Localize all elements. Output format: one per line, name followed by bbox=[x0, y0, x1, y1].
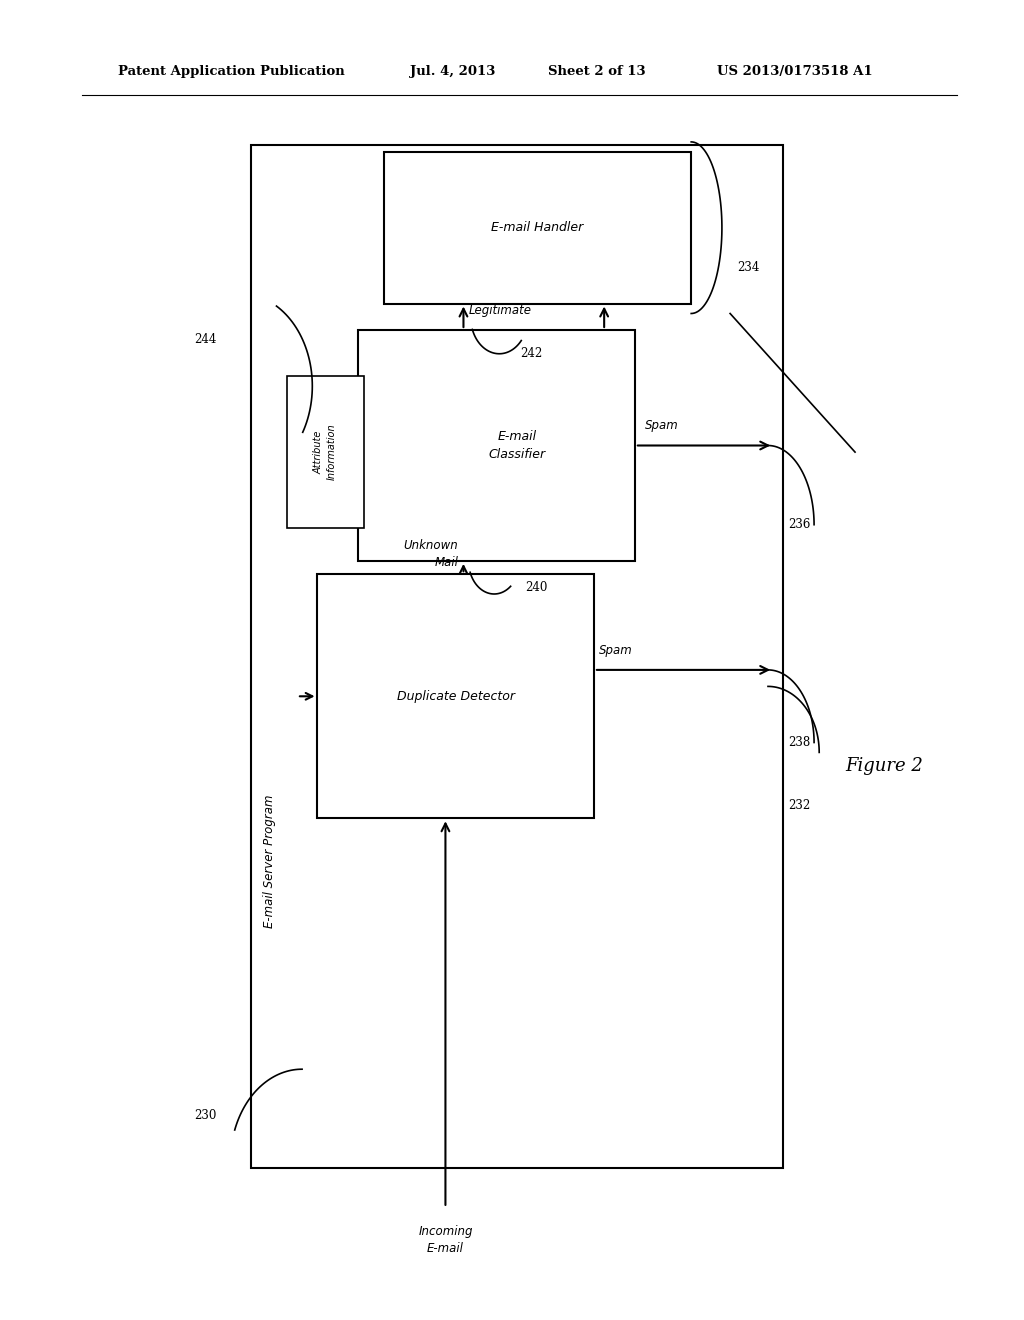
Text: E-mail
Classifier: E-mail Classifier bbox=[488, 429, 546, 462]
Text: US 2013/0173518 A1: US 2013/0173518 A1 bbox=[717, 65, 872, 78]
Text: 242: 242 bbox=[520, 347, 542, 360]
Bar bbox=[317, 574, 594, 818]
Text: 236: 236 bbox=[788, 519, 811, 531]
Bar bbox=[287, 376, 364, 528]
Text: 230: 230 bbox=[195, 1109, 217, 1122]
Bar bbox=[251, 145, 783, 1168]
Text: Jul. 4, 2013: Jul. 4, 2013 bbox=[410, 65, 495, 78]
Text: Patent Application Publication: Patent Application Publication bbox=[118, 65, 344, 78]
Text: Spam: Spam bbox=[645, 420, 679, 432]
Text: Spam: Spam bbox=[599, 644, 633, 656]
Text: E-mail Server Program: E-mail Server Program bbox=[263, 795, 275, 928]
Text: Duplicate Detector: Duplicate Detector bbox=[396, 690, 515, 702]
Bar bbox=[384, 152, 691, 304]
Text: 244: 244 bbox=[195, 334, 217, 346]
Text: Attribute
Information: Attribute Information bbox=[313, 424, 337, 480]
Text: 232: 232 bbox=[788, 799, 811, 812]
Text: Unknown
Mail: Unknown Mail bbox=[403, 540, 459, 569]
Text: Legitimate: Legitimate bbox=[469, 304, 531, 317]
Text: Sheet 2 of 13: Sheet 2 of 13 bbox=[548, 65, 645, 78]
Text: Figure 2: Figure 2 bbox=[845, 756, 923, 775]
Text: 238: 238 bbox=[788, 737, 811, 748]
Text: 240: 240 bbox=[525, 581, 547, 594]
Bar bbox=[358, 330, 635, 561]
Text: 234: 234 bbox=[737, 261, 760, 273]
Text: E-mail Handler: E-mail Handler bbox=[492, 222, 584, 234]
Text: Incoming
E-mail: Incoming E-mail bbox=[418, 1225, 473, 1255]
